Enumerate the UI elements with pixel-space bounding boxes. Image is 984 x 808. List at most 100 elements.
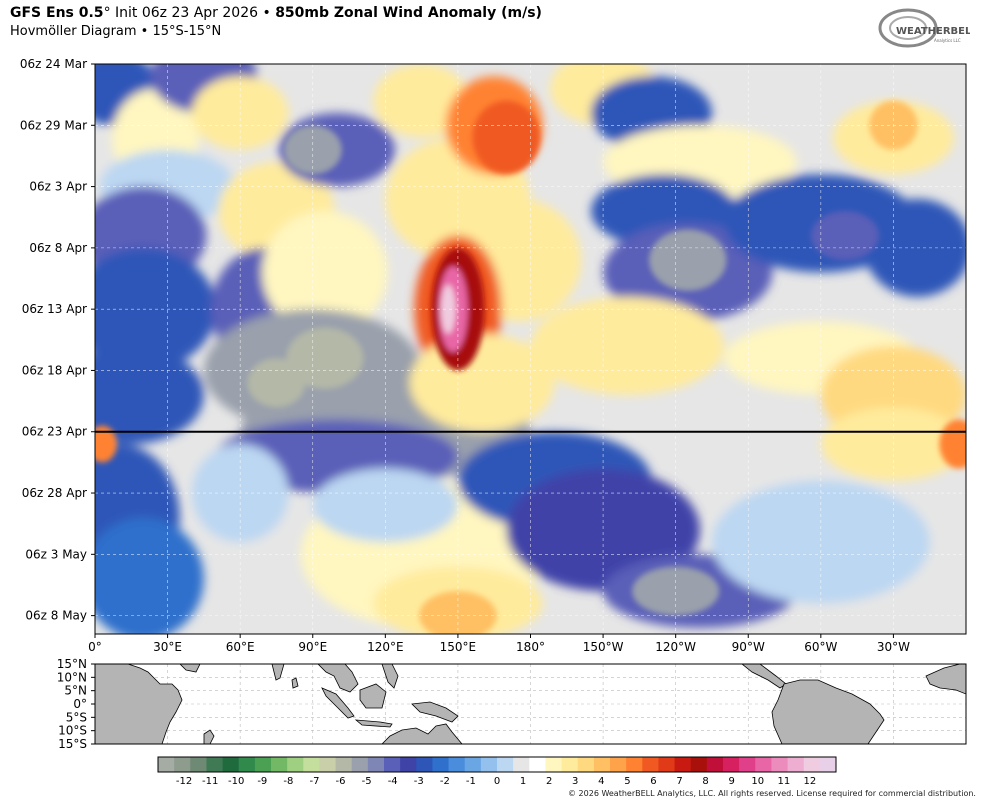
colorbar-swatch <box>432 757 449 772</box>
x-tick-label: 0° <box>88 640 102 654</box>
colorbar-swatch <box>367 757 385 772</box>
colorbar-swatch <box>771 757 788 772</box>
africa-landmass <box>95 664 183 744</box>
weatherbell-logo: WEATHERBELL Analytics LLC <box>878 8 970 48</box>
colorbar-swatch <box>497 757 514 772</box>
colorbar-swatch <box>610 757 627 772</box>
anomaly-cell-48 <box>247 358 306 408</box>
y-tick-label: 06z 23 Apr <box>22 425 87 439</box>
sumatra <box>321 687 355 719</box>
time-axis: 06z 24 Mar 06z 29 Mar 06z 3 Apr 06z 8 Apr 06… <box>20 57 95 623</box>
colorbar-swatch <box>658 757 675 772</box>
colorbar-swatch <box>287 757 304 772</box>
model-name: GFS Ens 0.5 <box>10 5 104 21</box>
colorbar-swatch <box>577 757 595 772</box>
india-tip <box>271 664 285 681</box>
colorbar-swatch <box>448 757 466 772</box>
colorbar-tick-label: -6 <box>336 776 346 787</box>
x-tick-label: 180° <box>516 640 545 654</box>
colorbar-swatch <box>480 757 498 772</box>
colorbar-swatch <box>222 757 240 772</box>
anomaly-cell-46 <box>472 100 541 175</box>
colorbar-tick-label: 1 <box>520 776 526 787</box>
colorbar-swatch <box>561 757 579 772</box>
y-tick-label: 06z 8 Apr <box>29 241 87 255</box>
copyright-notice: © 2026 WeatherBELL Analytics, LLC. All r… <box>568 789 976 798</box>
sri-lanka <box>291 677 299 689</box>
lat-tick-label: 5°N <box>64 684 87 698</box>
x-tick-label: 120°E <box>367 640 404 654</box>
colorbar-swatch <box>174 757 191 772</box>
y-tick-label: 06z 8 May <box>25 609 87 623</box>
anomaly-cell-45 <box>440 284 456 334</box>
latitude-axis: 15°N10°N5°N0°5°S10°S15°S <box>57 657 95 751</box>
x-tick-label: 30°W <box>877 640 910 654</box>
logo-text: WEATHERBELL <box>896 26 970 37</box>
arabia-landmass <box>179 664 201 673</box>
x-tick-label: 90°W <box>732 640 765 654</box>
logo-swirl-icon <box>878 8 938 48</box>
colorbar-tick-label: -3 <box>414 776 424 787</box>
colorbar-swatch <box>400 757 417 772</box>
colorbar-tick-label: -10 <box>228 776 244 787</box>
colorbar-tick-label: -4 <box>388 776 398 787</box>
x-tick-label: 120°W <box>655 640 696 654</box>
anomaly-cell-54 <box>811 211 879 261</box>
colorbar-tick-label: 9 <box>729 776 735 787</box>
colorbar-swatch <box>254 757 272 772</box>
y-tick-label: 06z 28 Apr <box>22 486 87 500</box>
anomaly-cell-52 <box>95 425 117 463</box>
colorbar-swatch <box>335 757 353 772</box>
colorbar-swatch <box>238 757 256 772</box>
chart-subtitle: Hovmöller Diagram • 15°S-15°N <box>10 24 222 39</box>
colorbar-tick-label: -9 <box>257 776 267 787</box>
x-tick-label: 30°E <box>153 640 182 654</box>
west-africa-landmass <box>925 664 966 695</box>
x-tick-label: 60°W <box>804 640 837 654</box>
anomaly-cell-25 <box>530 296 725 395</box>
plot-gridlines <box>95 64 966 634</box>
anomaly-cell-41 <box>312 468 458 543</box>
y-tick-label: 06z 13 Apr <box>22 302 87 316</box>
colorbar-tick-label: -11 <box>202 776 218 787</box>
lat-tick-label: 10°N <box>57 670 87 684</box>
colorbar-tick-label: 6 <box>650 776 656 787</box>
colorbar-tick-label: 2 <box>546 776 552 787</box>
colorbar-tick-label: -12 <box>176 776 192 787</box>
anomaly-cell-53 <box>632 566 720 616</box>
degree-symbol: ° <box>103 5 111 21</box>
south-america-landmass <box>771 679 885 744</box>
colorbar-swatch <box>626 757 643 772</box>
colorbar-swatch <box>803 757 821 772</box>
colorbar-tick-label: 4 <box>598 776 604 787</box>
colorbar-swatch <box>819 757 837 772</box>
colorbar-tick-label: -7 <box>309 776 319 787</box>
y-tick-label: 06z 24 Mar <box>20 57 87 71</box>
anomaly-cell-39 <box>711 480 930 604</box>
colorbar-swatch <box>755 757 772 772</box>
anomaly-cell-5 <box>95 345 204 444</box>
colorbar-swatch <box>384 757 401 772</box>
philippines <box>381 664 399 689</box>
chart-title: GFS Ens 0.5° Init 06z 23 Apr 2026 • 850m… <box>10 5 542 21</box>
colorbar-tick-label: 5 <box>624 776 630 787</box>
colorbar-swatch <box>642 757 659 772</box>
lat-tick-label: 5°S <box>66 710 87 724</box>
colorbar-swatch <box>319 757 336 772</box>
anomaly-cell-51 <box>939 419 966 469</box>
colorbar-swatch <box>723 757 740 772</box>
anomaly-cell-49 <box>649 229 727 291</box>
colorbar-swatch <box>513 757 530 772</box>
colorbar-tick-label: 0 <box>494 776 500 787</box>
australia-landmass <box>381 723 463 744</box>
y-tick-label: 06z 3 May <box>25 547 87 561</box>
y-tick-label: 06z 3 Apr <box>29 180 87 194</box>
colorbar-tick-label: -2 <box>440 776 450 787</box>
x-tick-label: 150°W <box>583 640 624 654</box>
southeast-asia <box>317 664 359 693</box>
colorbar-swatch <box>787 757 805 772</box>
lat-tick-label: 0° <box>73 697 87 711</box>
new-guinea <box>411 701 459 723</box>
anomaly-cell-47 <box>286 327 364 389</box>
